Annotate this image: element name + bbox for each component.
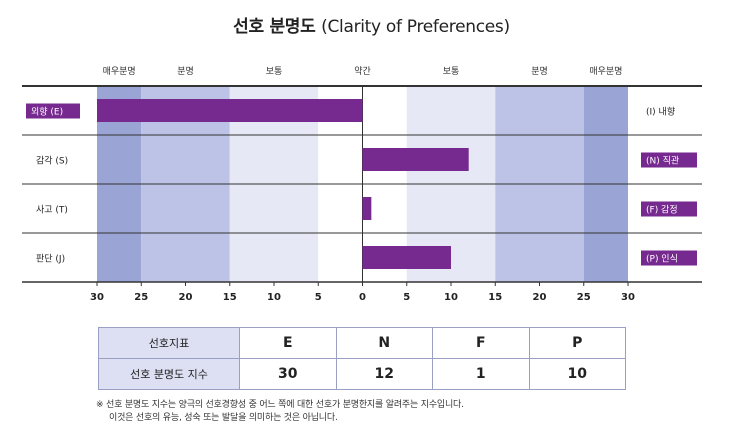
bar bbox=[362, 148, 469, 171]
right-label: (P) 인식 bbox=[646, 254, 678, 265]
x-tick-label: 25 bbox=[577, 292, 591, 303]
x-tick-label: 5 bbox=[315, 292, 322, 303]
preference-cell: P bbox=[528, 327, 626, 359]
summary-table: 선호지표 E N F P 선호 분명도 지수 30 12 1 10 bbox=[98, 327, 626, 390]
footnote-line-1: ※ 선호 분명도 지수는 양극의 선호경향성 중 어느 쪽에 대한 선호가 분명… bbox=[96, 400, 464, 410]
bars bbox=[97, 99, 469, 269]
x-tick-label: 20 bbox=[179, 292, 193, 303]
bar bbox=[97, 99, 363, 122]
zone-label: 약간 bbox=[354, 65, 371, 77]
score-cell: 12 bbox=[335, 358, 433, 390]
score-cell: 10 bbox=[528, 358, 626, 390]
bar bbox=[362, 197, 372, 220]
left-label: 판단 (J) bbox=[36, 254, 65, 265]
zone-label: 매우분명 bbox=[103, 66, 136, 77]
chart-title-sub: (Clarity of Preferences) bbox=[321, 17, 510, 37]
zone-label: 매우분명 bbox=[589, 66, 622, 77]
bar bbox=[362, 246, 451, 269]
preference-header: 선호지표 bbox=[98, 327, 240, 359]
left-label: 외향 (E) bbox=[31, 106, 63, 118]
zone-label: 분명 bbox=[177, 66, 194, 77]
zone-label: 보통 bbox=[266, 66, 283, 77]
score-header: 선호 분명도 지수 bbox=[98, 358, 240, 390]
right-label: (N) 직관 bbox=[646, 156, 679, 167]
right-label: (F) 감정 bbox=[646, 204, 678, 216]
chart-title-main: 선호 분명도 bbox=[233, 17, 316, 37]
preference-cell: F bbox=[432, 327, 530, 359]
preference-row: 선호지표 E N F P bbox=[98, 327, 626, 359]
score-row: 선호 분명도 지수 30 12 1 10 bbox=[98, 358, 626, 390]
score-cell: 1 bbox=[432, 358, 530, 390]
x-tick-label: 10 bbox=[267, 292, 281, 303]
preference-cell: E bbox=[239, 327, 337, 359]
zone-label: 보통 bbox=[443, 66, 460, 77]
left-label: 감각 (S) bbox=[36, 155, 68, 167]
left-label: 사고 (T) bbox=[36, 205, 68, 216]
x-tick-label: 20 bbox=[533, 292, 547, 303]
x-tick-label: 0 bbox=[359, 292, 366, 303]
right-label-badge bbox=[641, 152, 697, 168]
x-axis: 30 25 20 15 10 5 0 5 10 15 20 25 30 bbox=[90, 282, 635, 303]
left-label-badge bbox=[26, 103, 80, 119]
zone-label: 분명 bbox=[531, 66, 548, 77]
score-cell: 30 bbox=[239, 358, 337, 390]
x-tick-label: 30 bbox=[621, 292, 635, 303]
x-tick-label: 30 bbox=[90, 292, 104, 303]
right-label: (I) 내향 bbox=[646, 106, 675, 118]
footnote: ※ 선호 분명도 지수는 양극의 선호경향성 중 어느 쪽에 대한 선호가 분명… bbox=[96, 399, 464, 425]
x-tick-label: 25 bbox=[134, 292, 148, 303]
footnote-line-2: 이것은 선호의 유능, 성숙 또는 발달을 의미하는 것은 아닙니다. bbox=[109, 413, 338, 423]
preference-cell: N bbox=[335, 327, 433, 359]
x-tick-label: 5 bbox=[403, 292, 410, 303]
right-label-badge bbox=[641, 201, 697, 217]
chart-title: 선호 분명도 (Clarity of Preferences) bbox=[0, 12, 743, 37]
x-tick-label: 15 bbox=[488, 292, 502, 303]
right-label-badge bbox=[641, 250, 697, 266]
x-tick-label: 10 bbox=[444, 292, 458, 303]
x-tick-label: 15 bbox=[223, 292, 237, 303]
